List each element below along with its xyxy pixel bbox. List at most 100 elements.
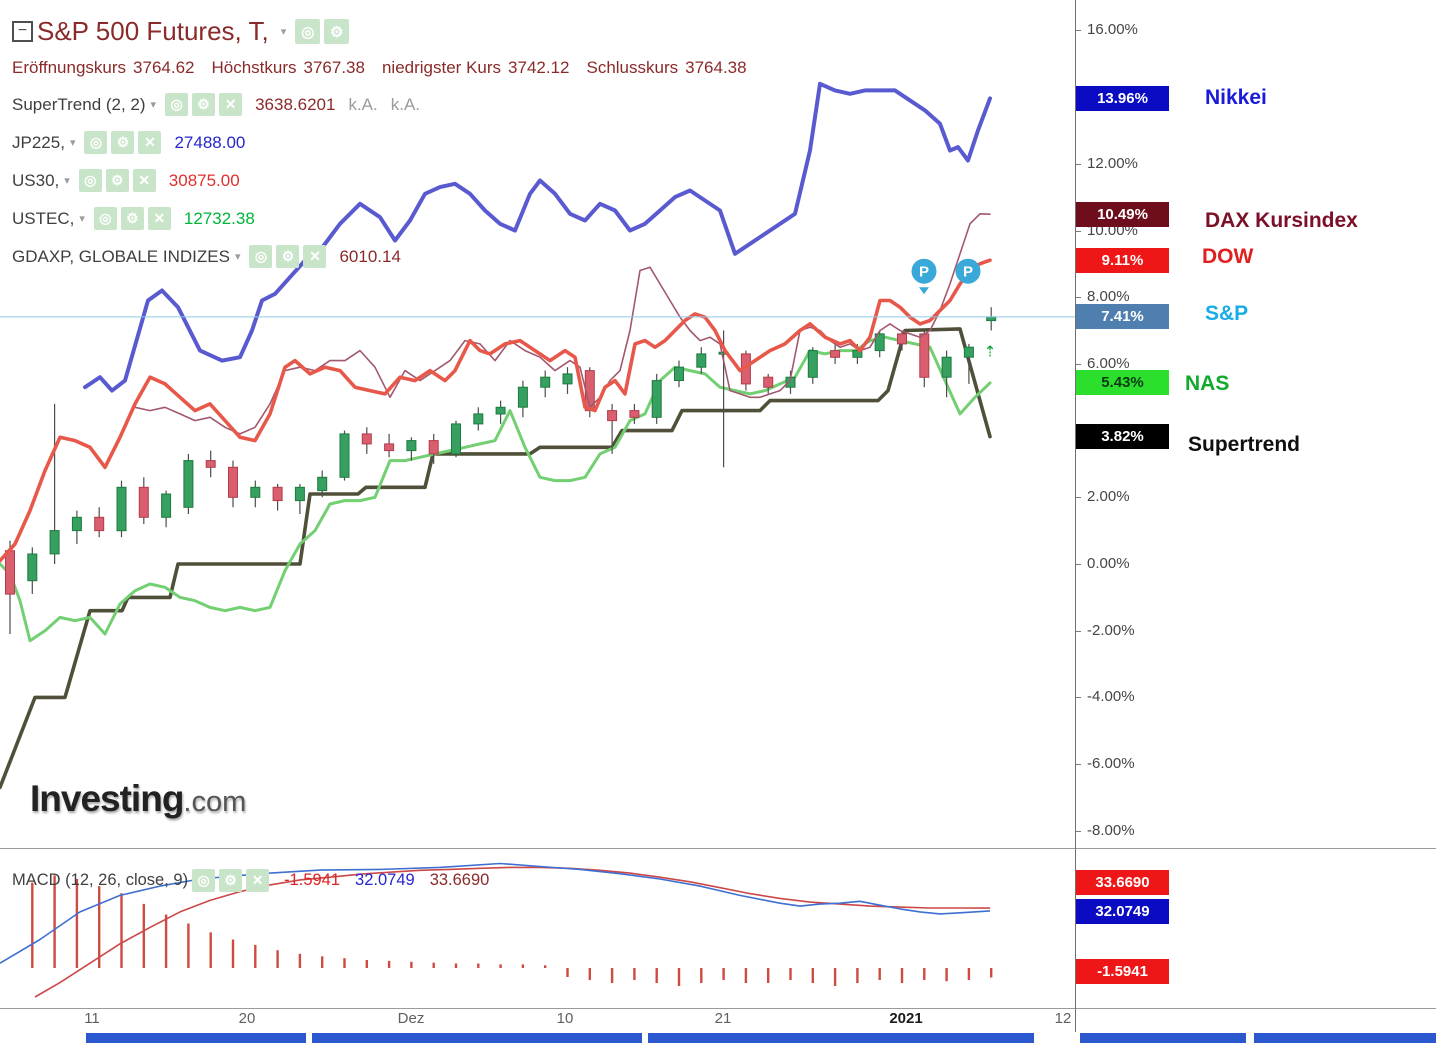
axis-tick-label: -6.00% (1087, 755, 1135, 772)
close-icon[interactable]: ✕ (138, 131, 162, 154)
axis-tick-label: 8.00% (1087, 288, 1130, 305)
visibility-icon[interactable]: ◎ (165, 93, 189, 116)
visibility-icon[interactable]: ◎ (84, 131, 108, 154)
main-price-chart[interactable]: P P ⇡ (0, 0, 1075, 848)
up-arrow-icon: ⇡ (984, 344, 997, 361)
settings-icon[interactable]: ⚙ (120, 207, 144, 230)
indicator-extra-value: k.A. (390, 94, 421, 114)
close-icon[interactable]: ✕ (219, 93, 243, 116)
open-label: Eröffnungskurs (12, 58, 127, 77)
chevron-down-icon[interactable]: ▾ (150, 99, 157, 111)
visibility-icon[interactable]: ◎ (93, 207, 117, 230)
visibility-icon[interactable]: ◎ (78, 169, 102, 192)
footer-button[interactable] (648, 1033, 1034, 1043)
indicator-name[interactable]: SuperTrend (2, 2) (12, 94, 146, 114)
indicator-rows: SuperTrend (2, 2) ▾ ◎ ⚙ ✕ 3638.6201 k.A. k.A. JP… (12, 93, 764, 268)
indicator-name[interactable]: GDAXP, GLOBALE INDIZES (12, 246, 230, 266)
indicator-name[interactable]: JP225, (12, 132, 65, 152)
chevron-down-icon[interactable]: ▾ (64, 175, 70, 187)
high-value: 3767.38 (303, 58, 365, 77)
macd-badge: 32.0749 (1076, 898, 1169, 924)
time-axis-label: 10 (556, 1010, 574, 1027)
axis-tick-label: 2.00% (1087, 488, 1130, 505)
settings-icon[interactable]: ⚙ (219, 869, 243, 892)
macd-value: -1.5941 (284, 871, 341, 889)
axis-tick-mark (1076, 497, 1081, 498)
axis-tick-mark (1076, 764, 1081, 765)
price-badge: 10.49% (1076, 202, 1169, 227)
index-label: S&P (1205, 302, 1249, 325)
time-axis-label: 21 (714, 1010, 732, 1027)
close-icon[interactable]: ✕ (147, 207, 171, 230)
chart-title-row: − S&P 500 Futures, T, ▾ ◎ ⚙ (12, 16, 764, 47)
settings-icon[interactable]: ⚙ (111, 131, 135, 154)
indicator-row-gdaxp: GDAXP, GLOBALE INDIZES ▾ ◎ ⚙ ✕ 6010.14 (12, 245, 764, 268)
chart-title[interactable]: S&P 500 Futures, T, (37, 16, 269, 46)
macd-badge: 33.6690 (1076, 869, 1169, 895)
macd-value: 33.6690 (429, 871, 490, 889)
settings-icon[interactable]: ⚙ (105, 169, 129, 192)
index-label: Supertrend (1188, 433, 1301, 456)
index-label: DOW (1202, 245, 1254, 268)
macd-badge: -1.5941 (1076, 958, 1169, 984)
chevron-down-icon[interactable]: ▾ (79, 213, 85, 225)
axis-tick-mark (1076, 697, 1081, 698)
close-icon[interactable]: ✕ (246, 869, 270, 892)
indicator-value: 3638.6201 (255, 94, 336, 114)
axis-tick-label: 6.00% (1087, 355, 1130, 372)
macd-value: 32.0749 (355, 871, 415, 889)
time-axis-label: 11 (84, 1010, 100, 1027)
time-axis-label: 12 (1054, 1010, 1072, 1027)
macd-title[interactable]: MACD (12, 26, close, 9) (12, 871, 189, 889)
macd-legend-row: MACD (12, 26, close, 9) ◎ ⚙ ✕ -1.5941 32.… (12, 869, 489, 892)
close-icon[interactable]: ✕ (303, 245, 327, 268)
settings-icon[interactable]: ⚙ (192, 93, 216, 116)
footer-button[interactable] (86, 1033, 306, 1043)
open-value: 3764.62 (133, 58, 195, 77)
axis-tick-label: -4.00% (1087, 688, 1135, 705)
footer-button[interactable] (1080, 1033, 1246, 1043)
axis-tick-mark (1076, 231, 1081, 232)
index-label: NAS (1185, 372, 1230, 395)
pattern-marker[interactable]: P (911, 258, 937, 295)
dow-line (0, 258, 992, 563)
candlestick-series (5, 307, 997, 634)
axis-tick-label: -8.00% (1087, 822, 1135, 839)
chart-legend: − S&P 500 Futures, T, ▾ ◎ ⚙ Eröffnungsku… (12, 16, 764, 283)
index-label: Nikkei (1205, 86, 1267, 109)
indicator-row-jp225: JP225, ▾ ◎ ⚙ ✕ 27488.00 (12, 131, 764, 154)
index-label: DAX Kursindex (1205, 209, 1358, 232)
settings-icon[interactable]: ⚙ (324, 19, 350, 44)
low-label: niedrigster Kurs (381, 58, 502, 77)
watermark-suffix: .com (183, 786, 247, 818)
indicator-row-ustec: USTEC, ▾ ◎ ⚙ ✕ 12732.38 (12, 207, 764, 230)
indicator-value: 27488.00 (174, 132, 246, 152)
visibility-icon[interactable]: ◎ (249, 245, 273, 268)
indicator-name[interactable]: US30, (12, 170, 60, 190)
macd-values: -1.5941 32.0749 33.6690 (269, 871, 489, 890)
visibility-icon[interactable]: ◎ (295, 19, 321, 44)
chevron-down-icon[interactable]: ▾ (69, 137, 76, 149)
indicator-value: 30875.00 (168, 170, 240, 190)
time-axis-label: 2021 (889, 1010, 923, 1027)
nasdaq-line (0, 335, 992, 643)
macd-panel-chart[interactable] (0, 848, 1075, 1008)
settings-icon[interactable]: ⚙ (276, 245, 300, 268)
price-badge: 7.41% (1076, 304, 1169, 329)
indicator-row-supertrend: SuperTrend (2, 2) ▾ ◎ ⚙ ✕ 3638.6201 k.A. k.A. (12, 93, 764, 116)
indicator-value: 12732.38 (183, 208, 255, 228)
ohlc-row: Eröffnungskurs 3764.62 Höchstkurs 3767.3… (12, 58, 764, 78)
macd-histogram (31, 875, 993, 986)
footer-button[interactable] (312, 1033, 642, 1043)
indicator-name[interactable]: USTEC, (12, 208, 75, 228)
collapse-icon[interactable]: − (12, 21, 33, 42)
chevron-down-icon[interactable]: ▾ (234, 251, 241, 263)
indicator-value: 6010.14 (339, 246, 401, 266)
footer-button[interactable] (1254, 1033, 1436, 1043)
close-icon[interactable]: ✕ (132, 169, 156, 192)
visibility-icon[interactable]: ◎ (192, 869, 216, 892)
pattern-marker[interactable]: P (955, 258, 981, 284)
chevron-down-icon[interactable]: ▾ (280, 26, 287, 38)
axis-tick-mark (1076, 564, 1081, 565)
